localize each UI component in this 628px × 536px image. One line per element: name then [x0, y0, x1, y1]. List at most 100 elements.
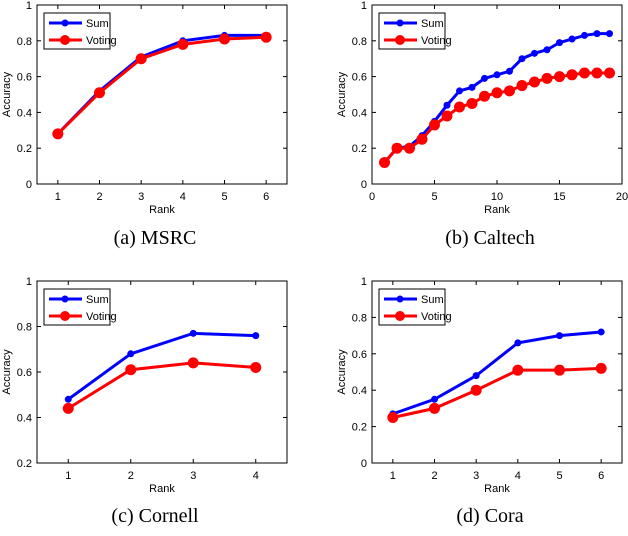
y-tick-label: 0.8: [352, 36, 367, 48]
data-point-sum: [593, 30, 601, 38]
chart-caption: (c) Cornell: [111, 505, 199, 527]
x-tick-label: 15: [553, 191, 565, 203]
chart-panel-0: 1 2 3 4 5 6 0 0.2 0.4 0.6 0.8 1 Rank Accuracy Sum Votin…: [1, 0, 288, 249]
data-point-sum: [431, 395, 438, 403]
y-tick-label: 0: [361, 179, 367, 191]
y-tick-label: 0.6: [352, 349, 367, 361]
x-axis-label: Rank: [484, 483, 510, 495]
x-tick-label: 1: [390, 470, 396, 482]
x-tick-label: 1: [65, 470, 71, 482]
legend-label: Voting: [86, 311, 117, 323]
data-point-voting: [579, 67, 590, 79]
data-point-voting: [391, 142, 403, 154]
data-point-sum: [543, 46, 551, 54]
legend-swatch-marker: [60, 35, 70, 45]
x-axis-label: Rank: [484, 204, 510, 216]
data-point-voting: [429, 119, 440, 131]
series-line-sum: [392, 330, 602, 416]
y-tick-label: 1: [361, 276, 367, 288]
chart-panel-3: 1 2 3 4 5 6 0 0.2 0.4 0.6 0.8 1 Rank Accuracy Sum Votin…: [336, 276, 623, 527]
data-point-voting: [479, 90, 490, 102]
legend-swatch-marker: [396, 19, 404, 27]
y-tick-label: 0.2: [17, 143, 32, 155]
x-tick-label: 6: [598, 470, 604, 482]
x-axis-label: Rank: [149, 483, 175, 495]
data-point-sum: [581, 31, 588, 39]
data-point-sum: [556, 332, 563, 340]
data-point-voting: [404, 142, 415, 154]
y-tick-label: 0.8: [352, 312, 367, 324]
legend-swatch-marker: [61, 19, 69, 27]
x-tick-label: 5: [431, 191, 437, 203]
x-tick-label: 3: [190, 470, 196, 482]
legend-label: Sum: [421, 294, 444, 306]
y-tick-label: 0: [26, 179, 32, 191]
data-point-sum: [506, 67, 513, 75]
data-point-sum: [127, 350, 135, 358]
legend: Sum Voting: [43, 12, 117, 50]
chart-panel-1: 0 5 10 15 20 0 0.2 0.4 0.6 0.8 1 Rank Accuracy Sum Vot…: [336, 0, 628, 249]
x-tick-label: 0: [369, 191, 375, 203]
legend-label: Sum: [86, 294, 109, 306]
y-tick-label: 0.2: [17, 458, 32, 470]
data-point-sum: [472, 372, 480, 380]
data-point-sum: [481, 74, 488, 82]
data-point-voting: [187, 357, 199, 369]
legend-swatch-marker: [61, 295, 69, 303]
data-point-sum: [531, 49, 538, 57]
y-tick-label: 0: [361, 458, 367, 470]
data-point-voting: [52, 128, 64, 140]
x-tick-label: 4: [515, 470, 521, 482]
series-line-voting: [392, 366, 602, 419]
y-axis-label: Accuracy: [336, 349, 348, 395]
y-axis-label: Accuracy: [1, 71, 13, 117]
y-tick-label: 1: [26, 276, 32, 288]
legend-box: [378, 288, 446, 326]
y-tick-label: 1: [26, 0, 32, 12]
legend-label: Sum: [421, 18, 444, 30]
data-point-voting: [554, 71, 565, 83]
data-point-voting: [604, 67, 615, 79]
data-point-sum: [252, 332, 260, 340]
x-tick-label: 10: [491, 191, 503, 203]
y-tick-label: 0.2: [352, 143, 367, 155]
y-tick-label: 0.8: [17, 322, 32, 334]
data-point-sum: [468, 83, 476, 91]
data-point-voting: [219, 33, 230, 45]
y-axis-label: Accuracy: [1, 349, 13, 395]
chart-caption: (b) Caltech: [445, 227, 534, 249]
legend-box: [43, 12, 111, 50]
legend: Sum Voting: [378, 288, 452, 326]
data-point-voting: [491, 87, 503, 99]
legend-swatch-marker: [395, 311, 405, 321]
series-line-voting: [56, 35, 267, 135]
series-line-sum: [67, 331, 256, 401]
x-tick-label: 20: [616, 191, 628, 203]
x-tick-label: 2: [96, 191, 102, 203]
y-axis-label: Accuracy: [336, 71, 348, 117]
data-point-sum: [597, 328, 605, 336]
data-point-voting: [466, 97, 478, 109]
data-point-voting: [125, 364, 137, 376]
data-point-voting: [566, 69, 578, 81]
data-point-sum: [514, 339, 522, 347]
data-point-voting: [504, 85, 515, 97]
chart-panel-2: 1 2 3 4 0.2 0.4 0.6 0.8 1 Rank Accuracy Sum Voting (c…: [1, 276, 288, 527]
x-tick-label: 4: [180, 191, 186, 203]
legend-swatch-marker: [396, 295, 404, 303]
y-tick-label: 0.4: [17, 107, 32, 119]
data-point-voting: [260, 31, 272, 43]
legend-label: Sum: [86, 18, 109, 30]
y-tick-label: 0.6: [17, 72, 32, 84]
data-point-sum: [443, 101, 451, 109]
data-point-voting: [591, 67, 603, 79]
data-point-voting: [554, 364, 565, 376]
data-point-sum: [189, 329, 197, 337]
data-point-voting: [512, 364, 524, 376]
data-point-sum: [568, 35, 576, 43]
data-point-sum: [64, 395, 72, 403]
data-point-voting: [62, 402, 74, 414]
data-point-voting: [387, 412, 399, 423]
y-tick-label: 0.4: [352, 385, 367, 397]
chart-caption: (d) Cora: [456, 505, 523, 527]
